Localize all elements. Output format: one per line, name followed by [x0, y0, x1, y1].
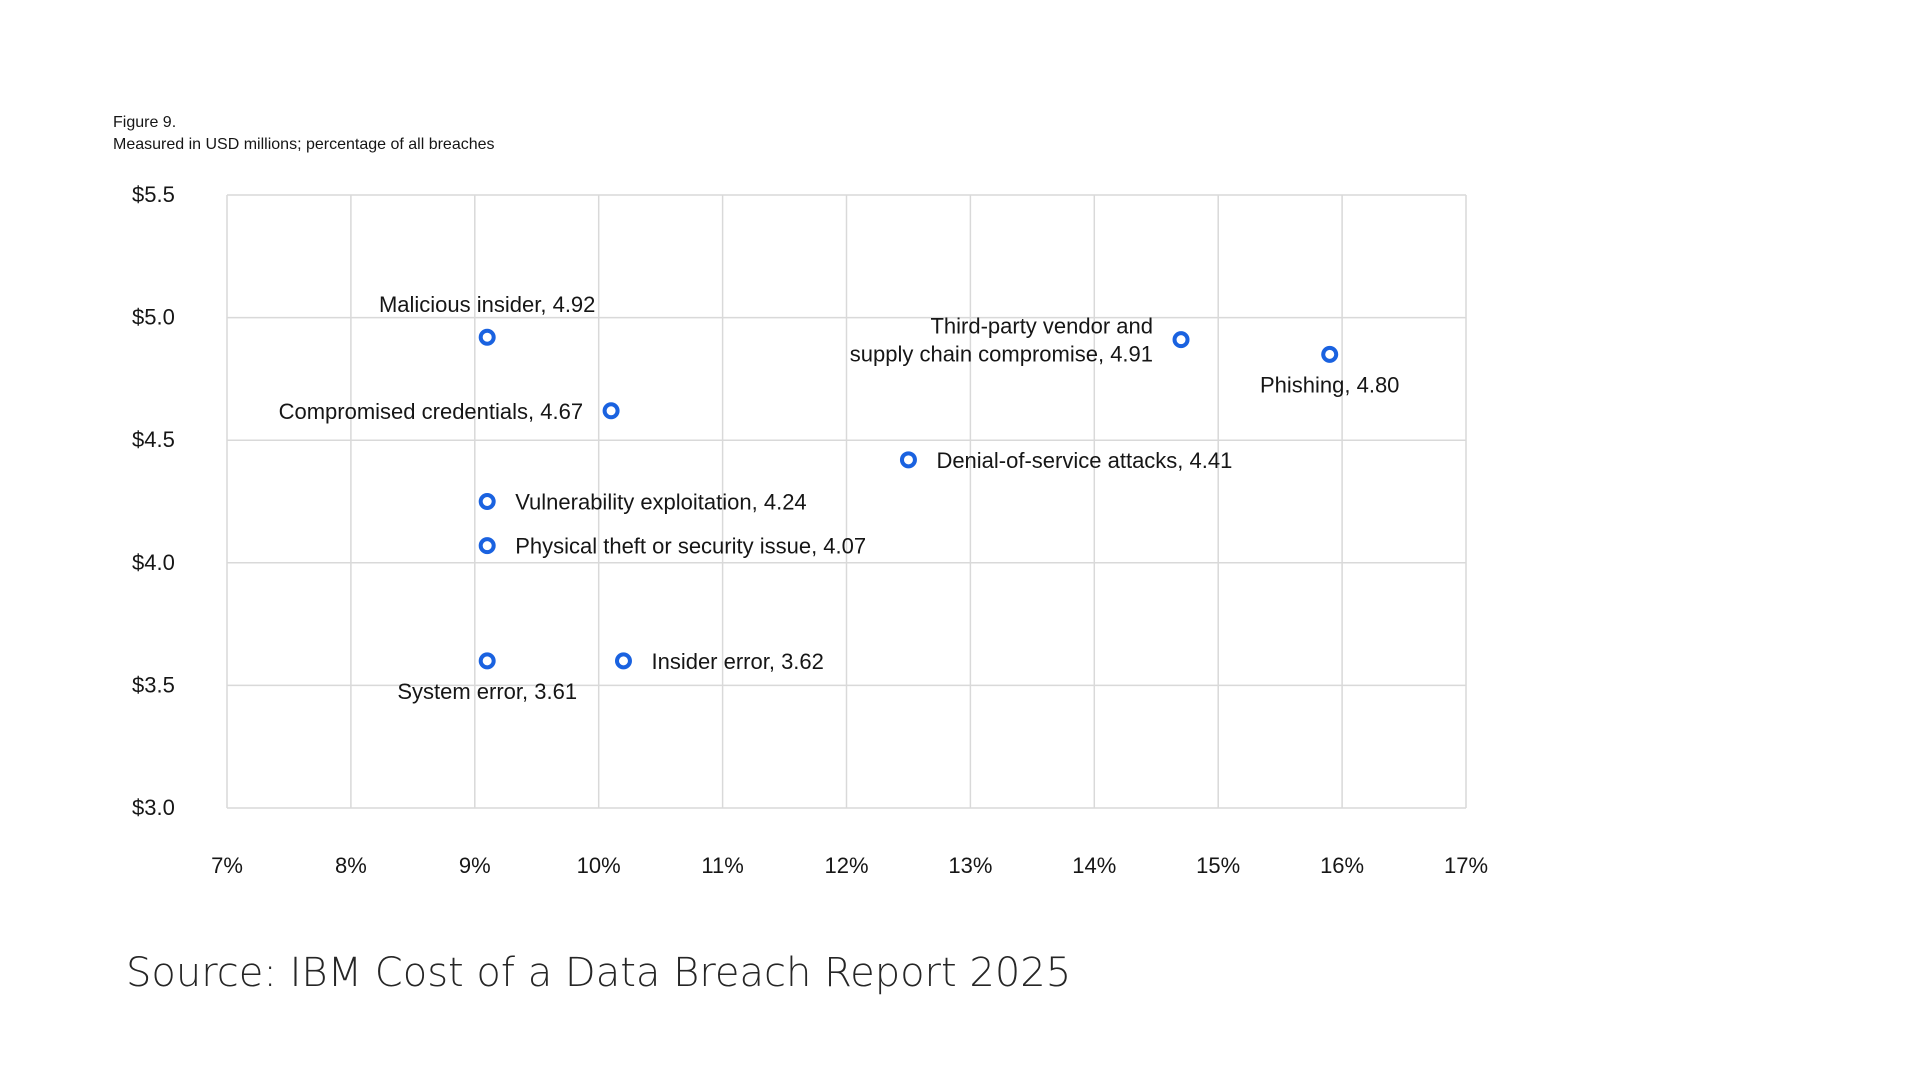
x-tick-label: 8%	[335, 853, 367, 878]
figure-label: Figure 9.	[113, 114, 177, 131]
data-point	[478, 537, 496, 555]
source-caption: Source: IBM Cost of a Data Breach Report…	[126, 950, 1072, 996]
data-point	[478, 652, 496, 670]
x-tick-label: 9%	[459, 853, 491, 878]
point-label: Compromised credentials, 4.67	[279, 399, 583, 424]
data-point	[1321, 345, 1339, 363]
x-tick-label: 15%	[1196, 853, 1240, 878]
x-tick-label: 13%	[948, 853, 992, 878]
x-tick-label: 14%	[1072, 853, 1116, 878]
data-point	[1172, 331, 1190, 349]
x-tick-label: 12%	[824, 853, 868, 878]
data-point	[478, 328, 496, 346]
point-label: Insider error, 3.62	[651, 649, 823, 674]
data-point	[614, 652, 632, 670]
x-tick-label: 11%	[701, 853, 743, 878]
data-point	[899, 451, 917, 469]
point-label: Phishing, 4.80	[1260, 372, 1399, 397]
point-label: System error, 3.61	[397, 679, 577, 704]
y-tick-label: $3.0	[132, 795, 175, 820]
figure-header: Figure 9. Measured in USD millions; perc…	[113, 112, 495, 156]
data-point	[602, 402, 620, 420]
x-tick-label: 17%	[1444, 853, 1488, 878]
point-label: Physical theft or security issue, 4.07	[515, 534, 866, 559]
y-tick-label: $3.5	[132, 672, 175, 697]
point-label: Denial-of-service attacks, 4.41	[936, 448, 1232, 473]
y-tick-label: $4.0	[132, 550, 175, 575]
figure-subtitle: Measured in USD millions; percentage of …	[113, 136, 495, 153]
data-point	[478, 493, 496, 510]
y-tick-label: $4.5	[132, 427, 175, 452]
y-tick-label: $5.0	[132, 305, 175, 330]
x-tick-label: 10%	[577, 853, 621, 878]
y-tick-label: $5.5	[132, 182, 175, 207]
point-label: Vulnerability exploitation, 4.24	[515, 490, 806, 515]
point-label: Third-party vendor and supply chain compr…	[850, 314, 1153, 367]
x-tick-label: 7%	[211, 853, 243, 878]
point-label: Malicious insider, 4.92	[379, 292, 595, 317]
x-tick-label: 16%	[1320, 853, 1364, 878]
